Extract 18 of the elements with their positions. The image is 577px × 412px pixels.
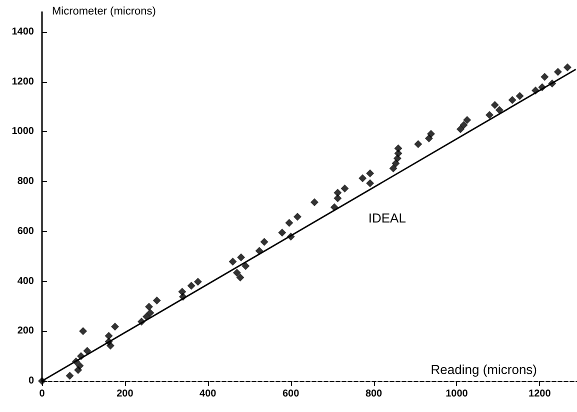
x-tick-label: 600 [282, 388, 300, 400]
y-tick-label: 1400 [12, 26, 34, 38]
x-tick-label: 1000 [446, 388, 468, 400]
y-tick-label: 0 [28, 376, 34, 386]
y-tick-label: 1200 [12, 76, 34, 88]
y-tick-label: 200 [17, 326, 34, 337]
y-tick-label: 600 [17, 226, 34, 237]
y-tick-label: 1000 [12, 126, 34, 138]
x-tick-label: 800 [365, 388, 383, 400]
series-label: IDEAL [368, 210, 406, 226]
y-tick-label: 800 [17, 176, 34, 188]
x-tick-label: 1200 [528, 388, 552, 400]
x-tick-label: 0 [39, 388, 46, 400]
x-axis-title: Reading (microns) [430, 362, 537, 377]
y-axis-title: Micrometer (microns) [52, 6, 156, 18]
x-tick-label: 400 [200, 388, 217, 400]
x-tick-label: 200 [116, 388, 134, 400]
y-tick-label: 400 [17, 276, 34, 287]
